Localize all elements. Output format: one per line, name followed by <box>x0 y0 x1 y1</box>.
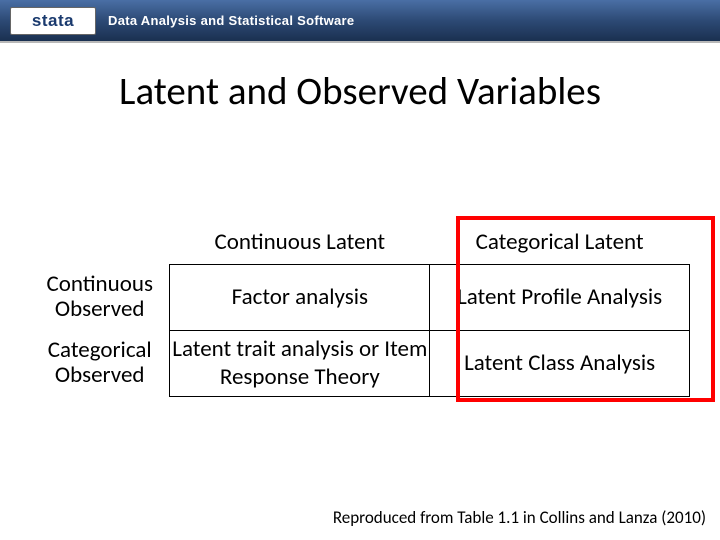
row-header-continuous-observed: ContinuousObserved <box>30 264 170 330</box>
table-header-row: Continuous Latent Categorical Latent <box>30 220 690 264</box>
col-header-continuous-latent: Continuous Latent <box>170 220 430 264</box>
row-header-categorical-observed: CategoricalObserved <box>30 330 170 396</box>
table-row: ContinuousObserved Factor analysis Laten… <box>30 264 690 330</box>
cell-latent-profile-analysis: Latent Profile Analysis <box>430 264 690 330</box>
col-header-categorical-latent: Categorical Latent <box>430 220 690 264</box>
cell-latent-trait-irt: Latent trait analysis or Item Response T… <box>170 330 430 396</box>
cell-latent-class-analysis: Latent Class Analysis <box>430 330 690 396</box>
slide-title: Latent and Observed Variables <box>0 68 720 115</box>
variables-table-container: Continuous Latent Categorical Latent Con… <box>30 220 690 397</box>
header-tagline: Data Analysis and Statistical Software <box>108 13 354 28</box>
corner-cell <box>30 220 170 264</box>
stata-logo: stata <box>10 7 96 35</box>
header-divider <box>0 41 720 43</box>
table-row: CategoricalObserved Latent trait analysi… <box>30 330 690 396</box>
brand-header: stata Data Analysis and Statistical Soft… <box>0 0 720 42</box>
citation-text: Reproduced from Table 1.1 in Collins and… <box>333 507 706 528</box>
variables-table: Continuous Latent Categorical Latent Con… <box>30 220 690 397</box>
cell-factor-analysis: Factor analysis <box>170 264 430 330</box>
